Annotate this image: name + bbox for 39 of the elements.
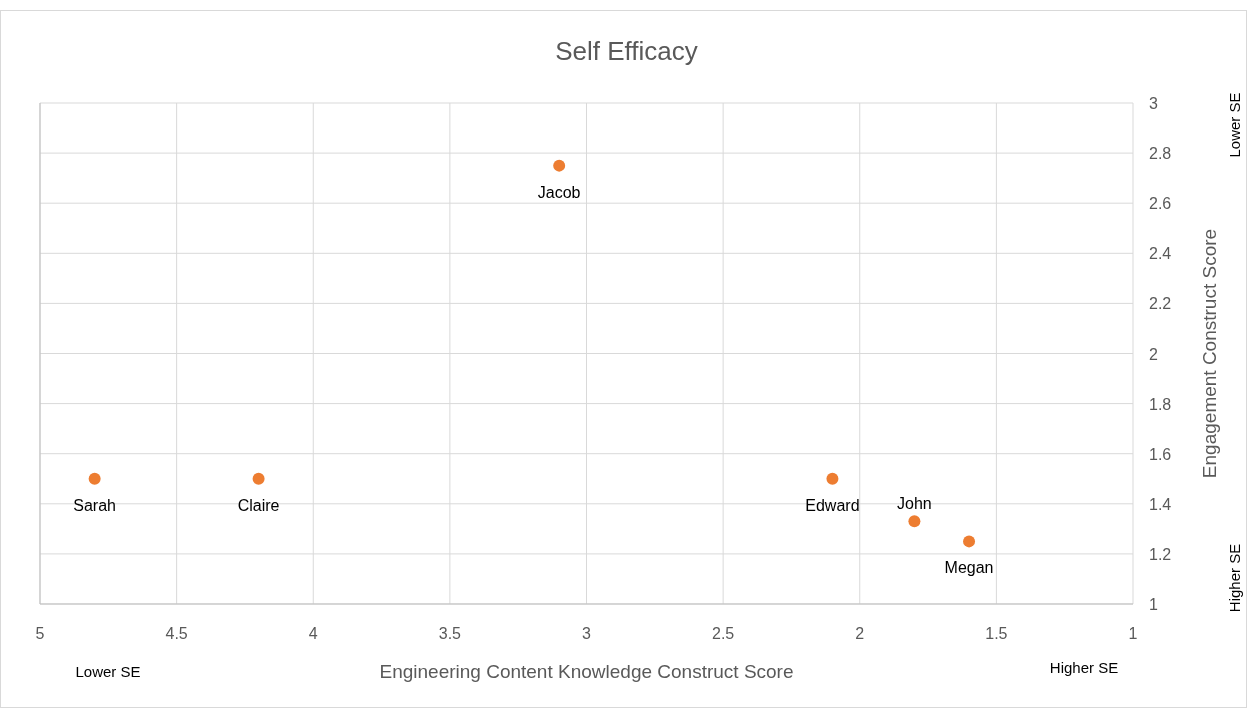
x-tick-label: 2	[855, 625, 865, 642]
annotation: Edward	[805, 496, 860, 514]
y-tick-label: 2.4	[1149, 245, 1172, 263]
y-tick-label: 1.4	[1149, 495, 1172, 513]
x-tick-label: 1.5	[985, 625, 1008, 642]
point	[826, 472, 839, 485]
x-tick-label: 3	[582, 625, 592, 642]
x-tick-label: 3.5	[438, 625, 462, 642]
x-axis-title: Engineering Content Knowledge Construct Score	[379, 661, 794, 682]
annotation: John	[897, 495, 932, 513]
y-tick-label: 2.2	[1149, 295, 1172, 313]
x-tick-label: 5	[35, 625, 45, 642]
y-tick-label: 2	[1149, 345, 1158, 363]
chart-title: Self Efficacy	[555, 36, 698, 66]
y-axis-title: Engagement Construct Score	[1199, 228, 1220, 479]
text: Lower SE	[1226, 92, 1243, 158]
x-tick-label: 4.5	[165, 625, 188, 642]
point	[963, 535, 976, 548]
x-tick-label: 2.5	[712, 625, 735, 642]
point	[908, 515, 921, 528]
y-tick-label: 2.8	[1149, 145, 1172, 163]
annotation: Jacob	[537, 183, 581, 201]
y-tick-label: 1	[1149, 596, 1158, 613]
text: Higher SE	[1049, 659, 1119, 676]
point	[553, 159, 566, 172]
text: Higher SE	[1226, 543, 1243, 613]
annotation: Megan	[944, 559, 994, 577]
y-tick-label: 1.6	[1149, 445, 1172, 463]
point	[88, 472, 101, 485]
y-tick-label: 1.2	[1149, 545, 1172, 563]
y-tick-label: 3	[1149, 95, 1158, 112]
y-tick-label: 2.6	[1149, 195, 1172, 213]
annotation: Claire	[237, 496, 280, 514]
text: Lower SE	[75, 663, 141, 680]
x-tick-label: 1	[1128, 625, 1138, 642]
x-tick-label: 4	[308, 625, 318, 642]
y-tick-label: 1.8	[1149, 395, 1172, 413]
point	[252, 472, 265, 485]
annotation: Sarah	[73, 496, 116, 514]
